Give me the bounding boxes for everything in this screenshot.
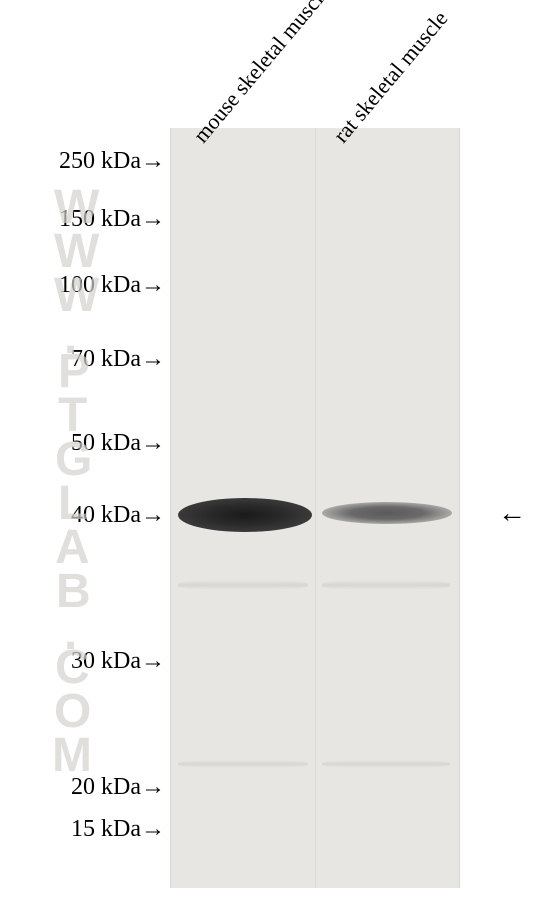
- lane-label-2: rat skeletal muscle: [328, 6, 453, 148]
- band-lane2-40kda: [322, 502, 452, 524]
- faint-band: [322, 760, 450, 768]
- band-lane1-40kda: [178, 498, 312, 532]
- faint-band: [178, 760, 308, 768]
- mw-label-250: 250 kDa: [59, 148, 165, 175]
- watermark-char: M: [52, 728, 92, 783]
- arrow-icon: [141, 648, 165, 675]
- arrow-icon: [141, 346, 165, 373]
- arrow-icon: [141, 148, 165, 175]
- arrow-icon: [141, 206, 165, 233]
- mw-label-15: 15 kDa: [71, 816, 165, 843]
- lane-divider: [315, 128, 316, 888]
- arrow-icon: [141, 272, 165, 299]
- western-blot-figure: mouse skeletal muscle rat skeletal muscl…: [0, 0, 550, 903]
- arrow-icon: [141, 502, 165, 529]
- target-band-arrow-icon: ←: [498, 498, 526, 530]
- faint-band: [178, 580, 308, 590]
- lane-label-1: mouse skeletal muscle: [188, 0, 335, 148]
- arrow-icon: [141, 430, 165, 457]
- arrow-icon: [141, 816, 165, 843]
- arrow-icon: [141, 774, 165, 801]
- faint-band: [322, 580, 450, 590]
